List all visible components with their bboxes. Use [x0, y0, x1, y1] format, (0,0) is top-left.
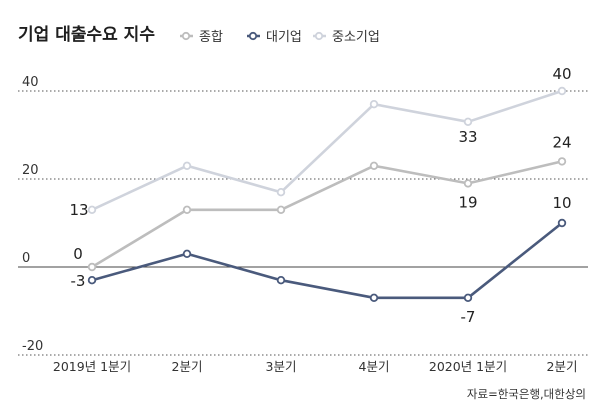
legend-label-종합: 종합 [199, 30, 223, 45]
series-line-중소기업 [91, 89, 563, 211]
label-layer: 13 0 -3 33 19 -7 40 24 10 [69, 65, 571, 326]
legend-label-중소기업: 중소기업 [332, 30, 380, 45]
y-tick-label-40: 40 [22, 75, 39, 90]
legend-marker-중소기업 [314, 31, 324, 41]
legend-label-대기업: 대기업 [266, 30, 302, 45]
data-label-대기업-5: 10 [552, 194, 571, 212]
source-note: 자료=한국은행,대한상의 [467, 387, 586, 401]
point-종합-2 [276, 205, 286, 214]
legend-marker-종합 [181, 31, 191, 41]
data-label-종합-4: 19 [458, 193, 477, 211]
series-layer [87, 86, 567, 302]
data-label-대기업-0: -3 [71, 272, 86, 290]
y-tick-label-0: 0 [22, 251, 30, 266]
legend-marker-대기업 [248, 31, 258, 41]
data-label-중소기업-5: 40 [552, 65, 571, 83]
point-대기업-4 [463, 293, 473, 302]
y-tick-label-20: 20 [22, 163, 39, 178]
chart-title: 기업 대출수요 지수 [18, 25, 155, 45]
point-대기업-0 [87, 276, 97, 285]
x-axis-ticks: 2019년 1분기 2분기 3분기 4분기 2020년 1분기 2분기 [53, 359, 578, 374]
point-중소기업-0 [87, 205, 97, 214]
data-label-종합-0: 0 [73, 245, 83, 263]
point-중소기업-4 [463, 117, 473, 126]
point-중소기업-5 [557, 86, 567, 96]
point-대기업-3 [369, 293, 379, 302]
x-tick-label-5: 2분기 [547, 359, 578, 374]
data-label-중소기업-4: 33 [458, 128, 477, 146]
point-대기업-1 [182, 249, 192, 258]
series-line-종합 [91, 160, 563, 269]
x-tick-label-4: 2020년 1분기 [429, 359, 507, 374]
point-대기업-5 [557, 218, 567, 228]
point-중소기업-1 [182, 161, 192, 170]
data-label-대기업-4: -7 [461, 308, 476, 326]
y-tick-label--20: -20 [22, 339, 43, 354]
x-tick-label-2: 3분기 [266, 359, 297, 374]
x-tick-label-3: 4분기 [359, 359, 390, 374]
series-line-대기업 [91, 221, 563, 300]
legend: 종합 대기업 중소기업 [180, 30, 380, 45]
x-tick-label-1: 2분기 [172, 359, 203, 374]
data-label-중소기업-0: 13 [69, 201, 88, 219]
point-종합-1 [182, 205, 192, 214]
x-tick-label-0: 2019년 1분기 [53, 359, 131, 374]
point-종합-5 [557, 157, 567, 166]
data-label-종합-5: 24 [552, 133, 571, 151]
point-중소기업-2 [276, 187, 286, 197]
point-종합-3 [369, 161, 379, 170]
grid-layer: 40 20 0 -20 [18, 75, 588, 356]
point-종합-0 [87, 262, 97, 272]
point-대기업-2 [276, 276, 286, 285]
point-중소기업-3 [369, 99, 379, 109]
point-종합-4 [463, 179, 473, 188]
